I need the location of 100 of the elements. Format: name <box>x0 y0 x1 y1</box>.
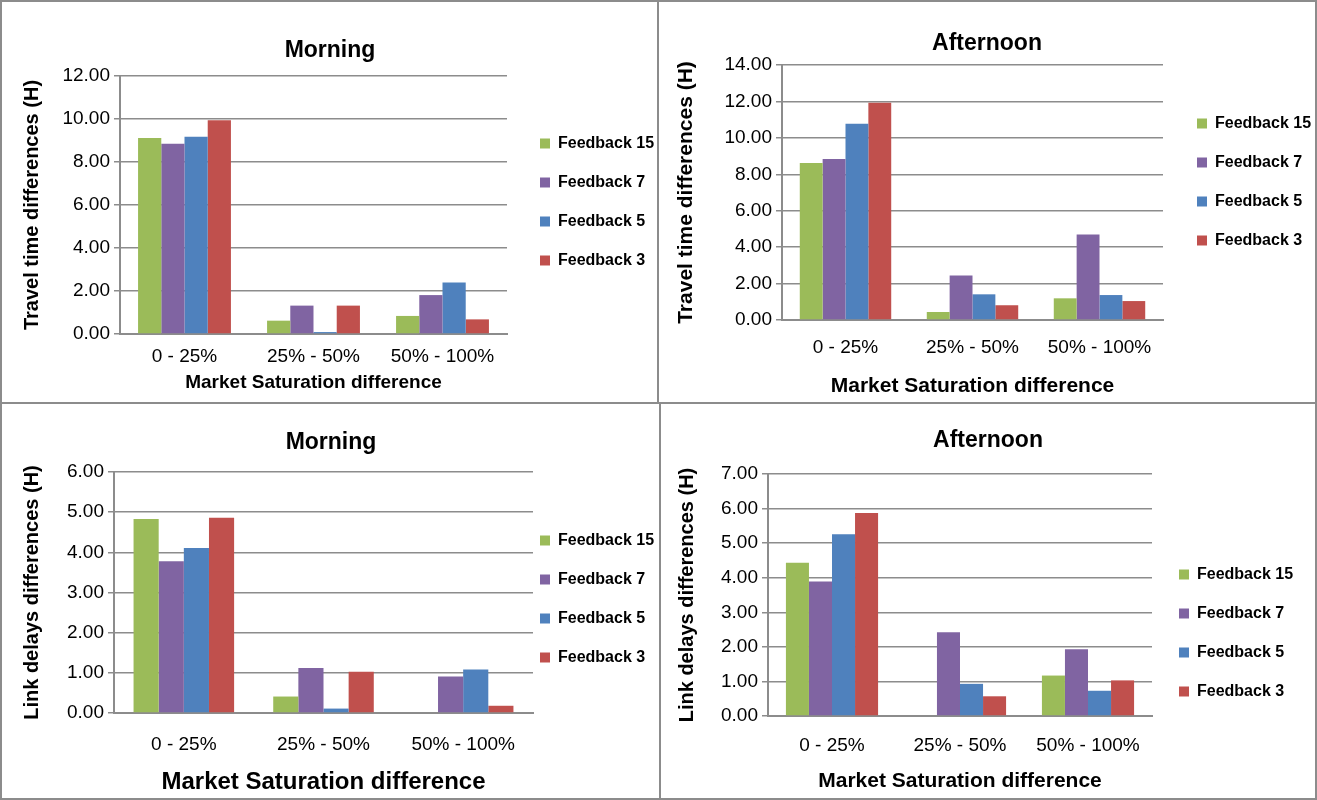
y-tick-label: 0.00 <box>67 701 104 723</box>
y-tick-label: 5.00 <box>721 531 758 553</box>
legend-label: Feedback 7 <box>1197 603 1285 621</box>
bar <box>822 158 846 320</box>
x-tick-label: 0 - 25% <box>799 734 865 756</box>
bar <box>949 275 973 320</box>
bar <box>273 696 299 713</box>
y-tick-label: 6.00 <box>721 496 758 518</box>
y-tick-label: 1.00 <box>721 669 758 691</box>
y-axis-title: Link delays differences (H) <box>19 465 42 720</box>
bar <box>488 705 514 713</box>
y-tick-label: 3.00 <box>721 600 758 622</box>
bar <box>396 315 420 334</box>
legend-label: Feedback 3 <box>558 250 646 268</box>
y-tick-label: 8.00 <box>73 150 110 172</box>
bar <box>926 311 950 320</box>
y-tick-label: 2.00 <box>721 635 758 657</box>
legend-label: Feedback 5 <box>1215 191 1303 209</box>
legend-label: Feedback 5 <box>1197 642 1285 660</box>
bar <box>184 136 208 334</box>
bar <box>348 671 374 713</box>
chart-title: Morning <box>285 428 377 455</box>
bar <box>1053 298 1077 320</box>
x-tick-label: 0 - 25% <box>812 336 879 358</box>
y-tick-label: 12.00 <box>62 64 110 86</box>
x-tick-label: 50% - 100% <box>390 345 495 367</box>
y-tick-label: 4.00 <box>721 565 758 587</box>
legend-label: Feedback 15 <box>1197 564 1294 582</box>
y-tick-label: 0.00 <box>735 308 772 330</box>
y-tick-label: 1.00 <box>67 661 104 683</box>
bar <box>1122 301 1146 320</box>
bar <box>868 102 892 320</box>
bar <box>183 547 209 713</box>
bar <box>983 696 1007 716</box>
bar <box>463 669 489 713</box>
bar <box>161 143 185 334</box>
bar <box>442 282 466 334</box>
bar <box>845 123 869 320</box>
x-axis-title: Market Saturation difference <box>830 372 1115 396</box>
bar <box>799 162 823 320</box>
bar <box>158 561 184 713</box>
bar <box>298 668 324 713</box>
bar <box>1041 675 1065 716</box>
chart-title: Afternoon <box>933 426 1043 453</box>
bar <box>960 683 984 716</box>
bar <box>936 632 960 716</box>
bar <box>290 305 314 334</box>
y-tick-label: 14.00 <box>724 53 772 75</box>
y-tick-label: 6.00 <box>73 193 110 215</box>
legend-label: Feedback 5 <box>558 608 646 626</box>
bar <box>972 294 996 320</box>
y-tick-label: 0.00 <box>73 322 110 344</box>
y-tick-label: 3.00 <box>67 580 104 602</box>
bar <box>208 517 235 713</box>
y-tick-label: 4.00 <box>735 235 772 257</box>
bar <box>1064 649 1088 716</box>
y-axis-title: Link delays differences (H) <box>674 467 697 723</box>
bar <box>855 513 879 716</box>
y-tick-label: 2.00 <box>735 271 772 293</box>
x-axis-title: Market Saturation difference <box>818 767 1102 791</box>
x-tick-label: 0 - 25% <box>151 345 218 367</box>
legend-label: Feedback 3 <box>558 647 646 665</box>
x-tick-label: 50% - 100% <box>1047 336 1152 358</box>
legend-label: Feedback 3 <box>1215 230 1303 248</box>
bar <box>995 305 1019 320</box>
y-tick-label: 10.00 <box>724 126 772 148</box>
y-tick-label: 0.00 <box>721 704 758 726</box>
bar <box>808 581 832 716</box>
y-tick-label: 10.00 <box>62 107 110 129</box>
bar <box>1111 680 1135 716</box>
legend-label: Feedback 3 <box>1197 681 1285 699</box>
x-axis-title: Market Saturation difference <box>185 371 442 393</box>
bar <box>419 295 443 334</box>
bar <box>785 562 809 716</box>
x-tick-label: 25% - 50% <box>926 336 1020 358</box>
bar <box>832 534 856 716</box>
y-tick-label: 6.00 <box>735 198 772 220</box>
y-tick-label: 8.00 <box>735 162 772 184</box>
x-tick-label: 50% - 100% <box>411 733 516 755</box>
bar <box>207 120 231 334</box>
y-tick-label: 7.00 <box>721 462 758 484</box>
bar <box>267 320 291 334</box>
x-tick-label: 25% - 50% <box>267 345 361 367</box>
legend-label: Feedback 15 <box>558 133 655 151</box>
bar <box>1088 690 1112 716</box>
legend-label: Feedback 7 <box>558 172 646 190</box>
y-tick-label: 5.00 <box>67 500 104 522</box>
chart-title: Afternoon <box>932 29 1042 56</box>
y-axis-title: Travel time differences (H) <box>19 79 42 331</box>
bar <box>336 305 360 334</box>
x-tick-label: 0 - 25% <box>151 733 217 755</box>
bar <box>133 519 159 713</box>
legend-label: Feedback 5 <box>558 211 646 229</box>
bar <box>1099 295 1123 320</box>
y-axis-title: Travel time differences (H) <box>672 61 696 324</box>
x-tick-label: 25% - 50% <box>277 733 371 755</box>
bar <box>1076 234 1100 320</box>
legend-label: Feedback 15 <box>1215 113 1312 131</box>
y-tick-label: 4.00 <box>67 540 104 562</box>
x-tick-label: 25% - 50% <box>913 734 1007 756</box>
